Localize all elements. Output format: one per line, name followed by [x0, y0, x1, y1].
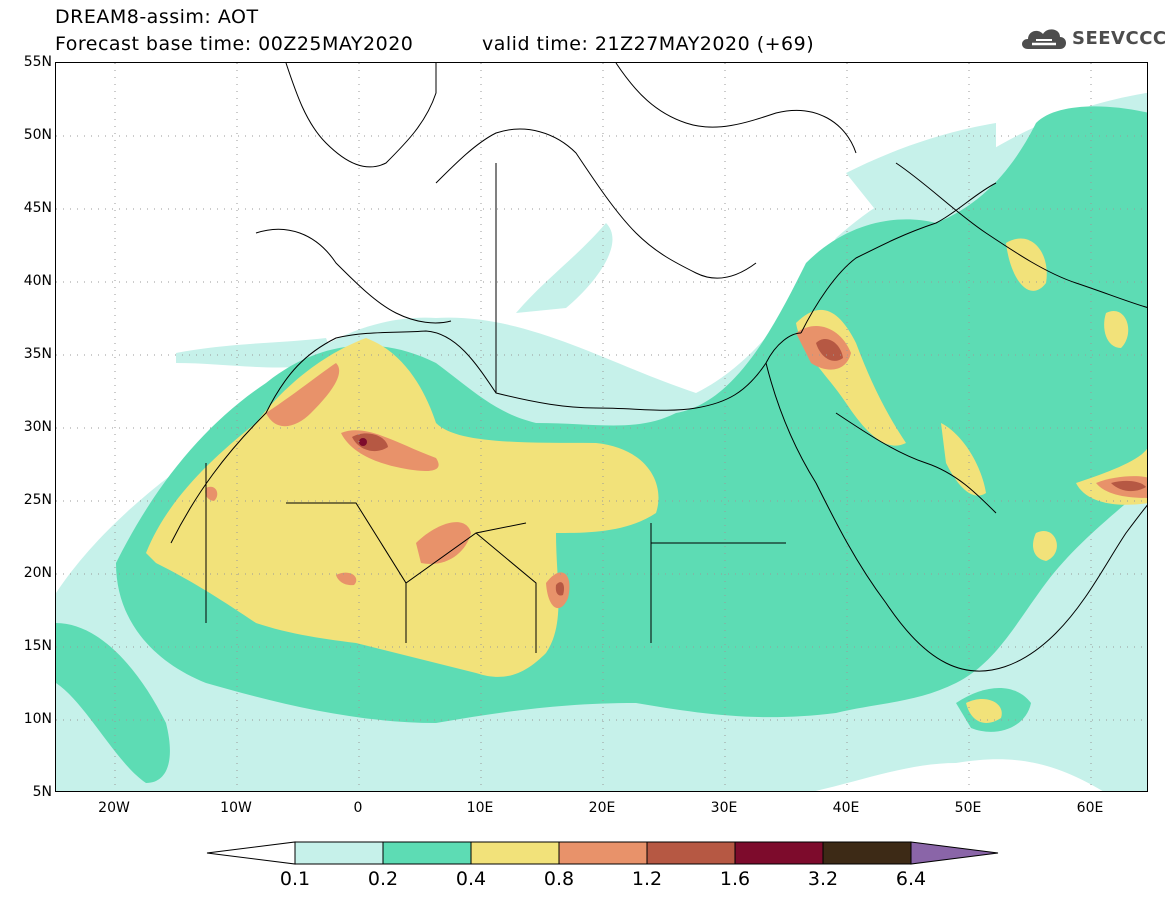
lat-label-35n: 35N	[23, 346, 52, 362]
valid-time: valid time: 21Z27MAY2020 (+69)	[482, 33, 815, 55]
colorbar-swatch-3	[558, 841, 648, 865]
colorbar-label-1: 0.2	[367, 868, 399, 890]
colorbar-swatch-1	[382, 841, 472, 865]
colorbar	[205, 838, 1000, 872]
colorbar-label-0: 0.1	[279, 868, 311, 890]
seevccc-logo: SEEVCCC	[1018, 22, 1165, 56]
forecast-base-time: Forecast base time: 00Z25MAY2020	[55, 33, 414, 55]
colorbar-swatches	[206, 841, 999, 865]
colorbar-low-arrow	[206, 841, 296, 865]
lon-label-10e: 10E	[466, 800, 494, 816]
lat-label-10n: 10N	[23, 711, 52, 727]
colorbar-swatch-0	[294, 841, 384, 865]
colorbar-swatch-5	[734, 841, 824, 865]
aot-map	[55, 62, 1148, 792]
lon-label-50e: 50E	[954, 800, 982, 816]
colorbar-label-3: 0.8	[543, 868, 575, 890]
lat-label-5n: 5N	[32, 784, 52, 800]
colorbar-label-4: 1.2	[631, 868, 663, 890]
colorbar-label-2: 0.4	[455, 868, 487, 890]
lat-label-45n: 45N	[23, 200, 52, 216]
lon-label-0: 0	[353, 800, 363, 816]
lat-label-55n: 55N	[23, 54, 52, 70]
lon-label-60e: 60E	[1076, 800, 1104, 816]
colorbar-swatch-4	[646, 841, 736, 865]
lon-label-10w: 10W	[220, 800, 252, 816]
colorbar-swatch-2	[470, 841, 560, 865]
logo-text: SEEVCCC	[1072, 28, 1165, 49]
lat-label-40n: 40N	[23, 273, 52, 289]
lon-label-30e: 30E	[710, 800, 738, 816]
lat-label-20n: 20N	[23, 565, 52, 581]
colorbar-high-arrow	[910, 841, 999, 865]
lat-label-50n: 50N	[23, 127, 52, 143]
colorbar-label-5: 1.6	[719, 868, 751, 890]
lat-label-25n: 25N	[23, 492, 52, 508]
lon-label-20e: 20E	[588, 800, 616, 816]
lon-label-40e: 40E	[832, 800, 860, 816]
lat-label-30n: 30N	[23, 419, 52, 435]
cloud-icon	[1022, 29, 1066, 49]
colorbar-label-7: 6.4	[895, 868, 927, 890]
colorbar-label-6: 3.2	[807, 868, 839, 890]
lat-label-15n: 15N	[23, 638, 52, 654]
colorbar-swatch-6	[822, 841, 912, 865]
aot-field	[56, 63, 1147, 791]
lon-label-20w: 20W	[98, 800, 130, 816]
map-title: DREAM8-assim: AOT	[55, 6, 259, 28]
